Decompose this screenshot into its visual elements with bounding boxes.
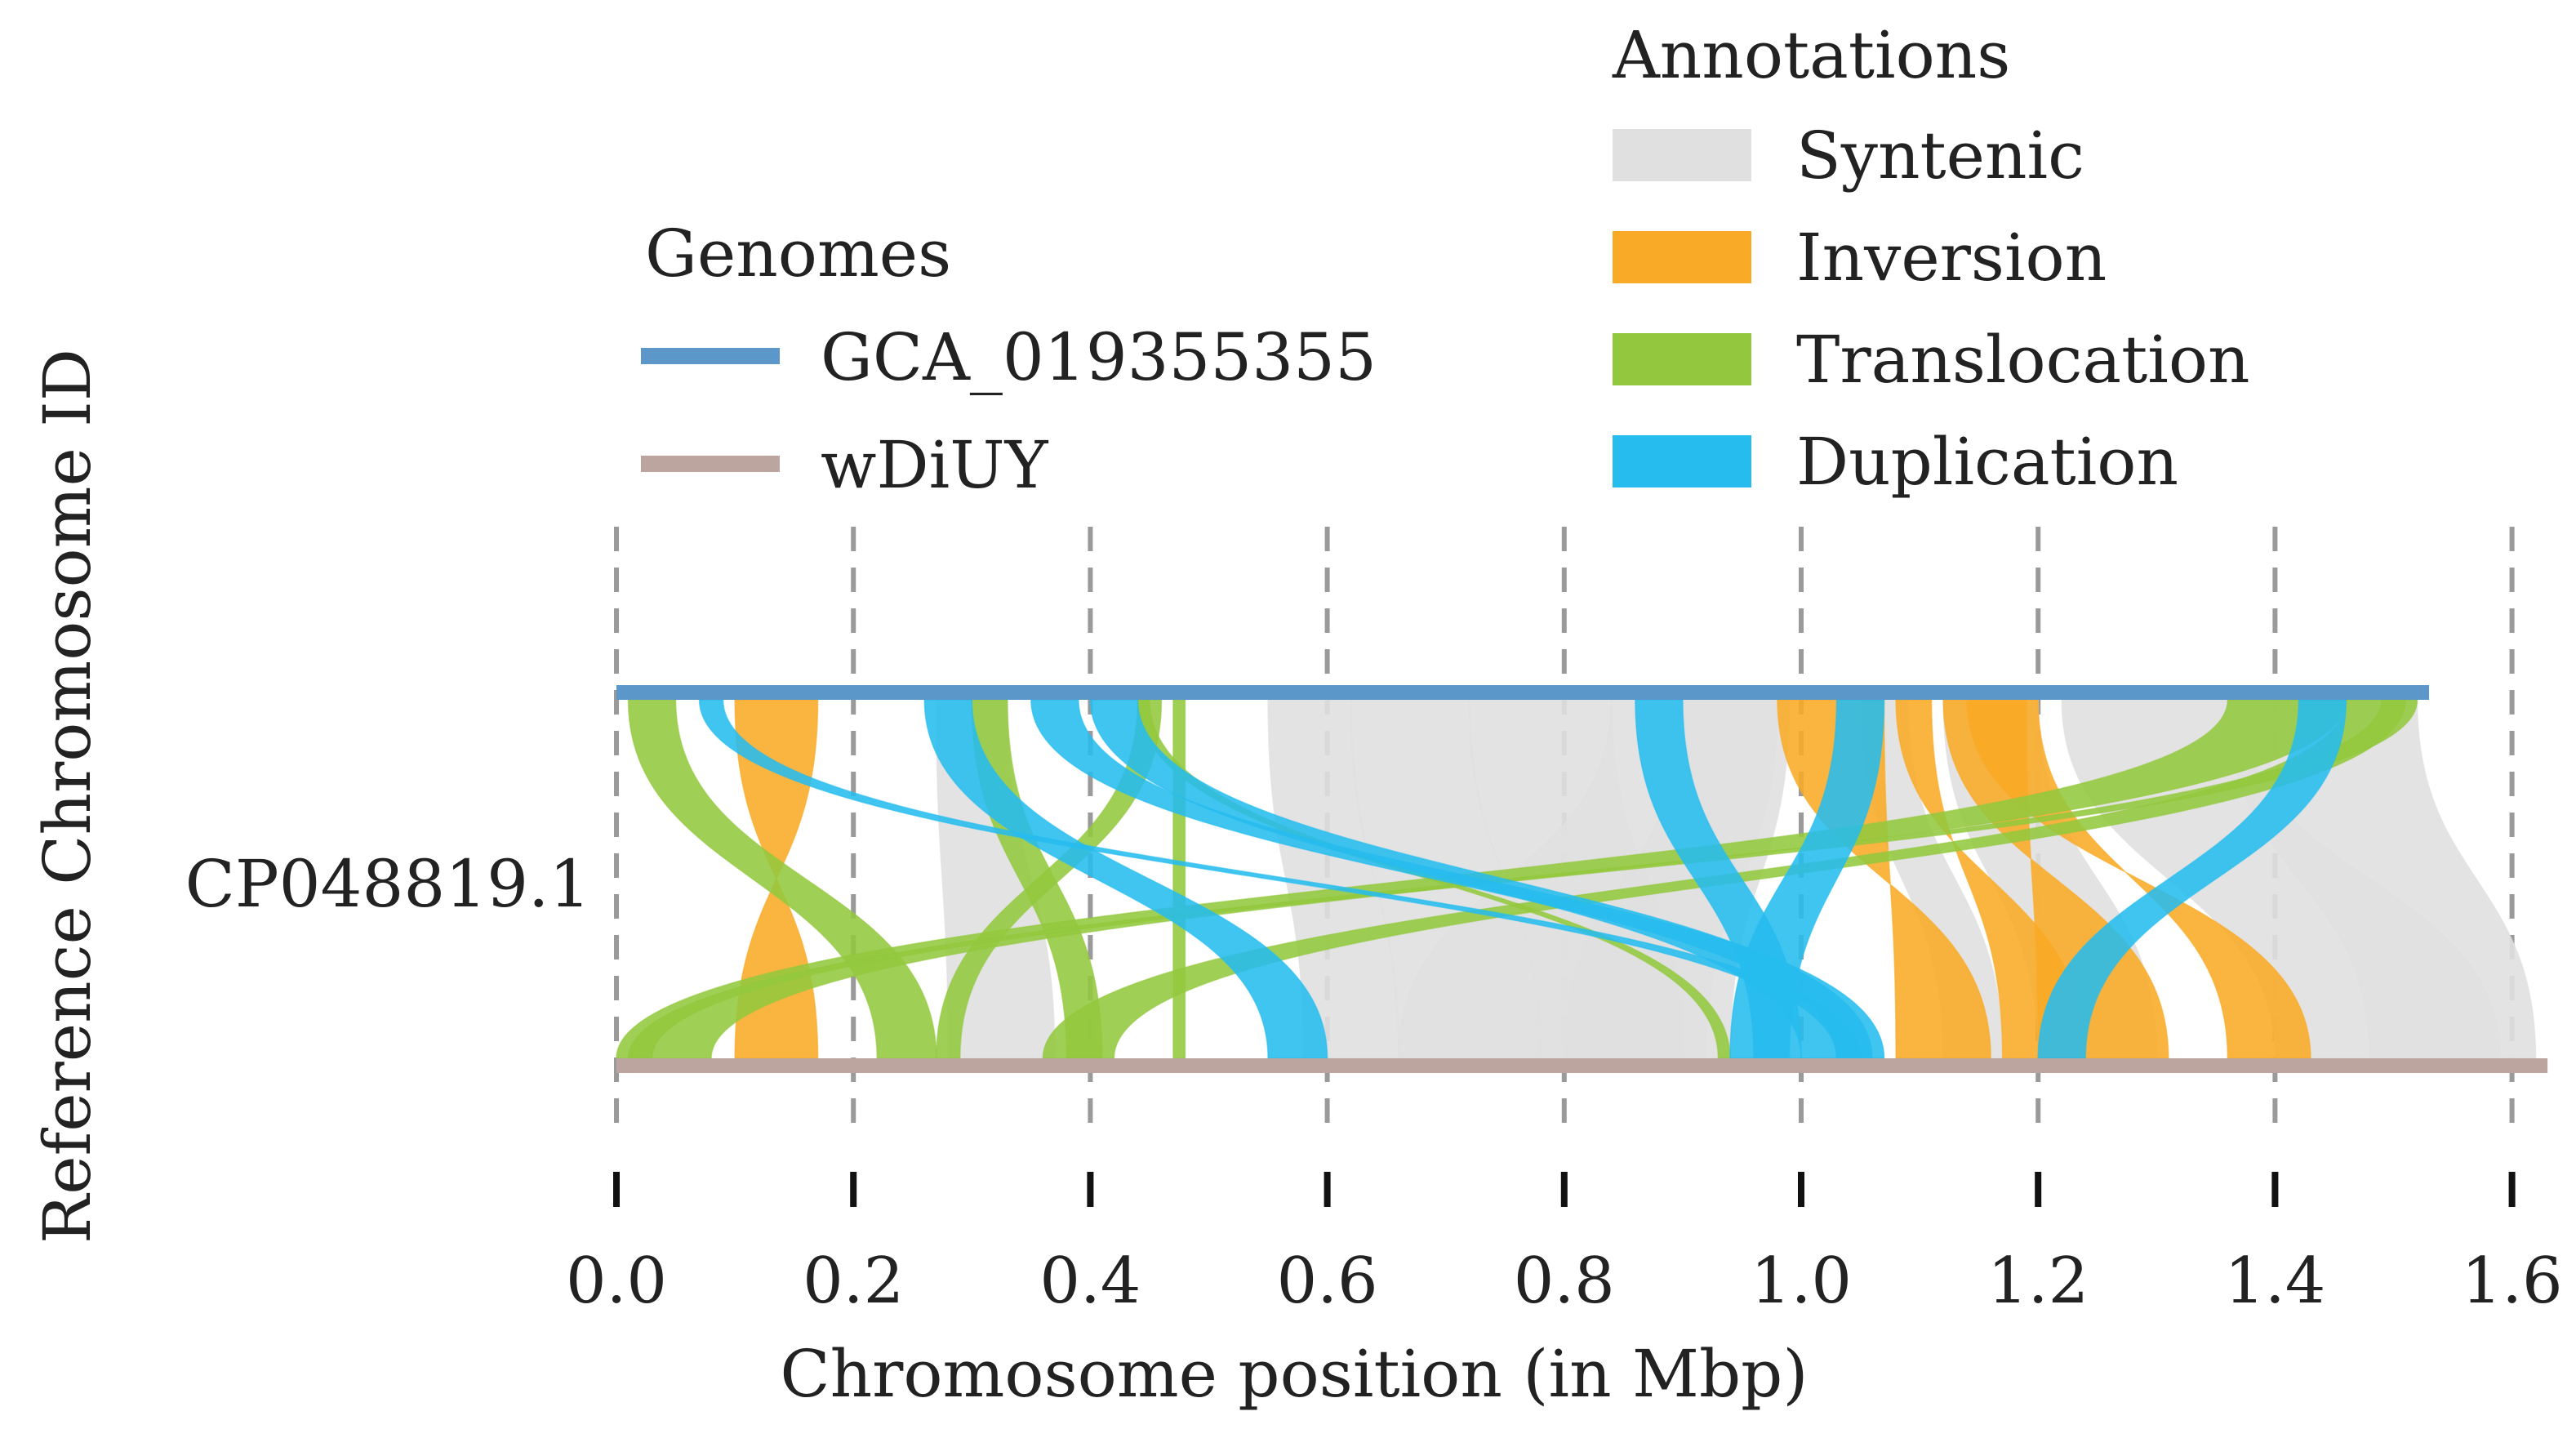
translocation-link (1172, 699, 1186, 1059)
annotations-legend-title: Annotations (1612, 17, 2010, 93)
genomes-legend-title: Genomes (645, 216, 951, 292)
y-axis-label: Reference Chromosome ID (29, 349, 105, 1244)
x-axis-label: Chromosome position (in Mbp) (780, 1336, 1808, 1412)
genome-bar-gca-019355355 (616, 685, 2430, 700)
genomes-legend: Genomes GCA_019355355 wDiUY (641, 216, 1377, 503)
legend-swatch-wdiuy (641, 456, 780, 472)
x-tick-label: 0.6 (1277, 1244, 1378, 1318)
legend-swatch-gca-019355355 (641, 348, 780, 364)
x-tick-label: 0.0 (566, 1244, 667, 1318)
x-tick-label: 1.2 (1987, 1244, 2089, 1318)
legend-swatch-translocation (1613, 333, 1751, 385)
x-tick-label: 0.2 (803, 1244, 904, 1318)
legend-swatch-syntenic (1613, 129, 1751, 181)
x-tick-label: 1.6 (2462, 1244, 2563, 1318)
legend-label-translocation: Translocation (1796, 322, 2250, 398)
annotations-legend: Annotations Syntenic Inversion Transloca… (1612, 17, 2250, 500)
x-tick-label: 1.0 (1751, 1244, 1852, 1318)
x-axis-ticks: 0.0 0.2 0.4 0.6 0.8 1.0 1.2 1.4 1.6 (566, 1172, 2563, 1318)
legend-label-duplication: Duplication (1796, 424, 2178, 500)
legend-label-gca-019355355: GCA_019355355 (821, 319, 1377, 395)
chromosome-id-label: CP048819.1 (185, 846, 591, 922)
x-tick-label: 0.4 (1039, 1244, 1141, 1318)
legend-swatch-duplication (1613, 435, 1751, 488)
genome-bars (616, 685, 2548, 1073)
legend-label-wdiuy: wDiUY (821, 427, 1049, 503)
x-tick-label: 1.4 (2224, 1244, 2325, 1318)
synteny-links (616, 699, 2537, 1059)
genome-bar-wdiuy (616, 1058, 2548, 1073)
legend-label-syntenic: Syntenic (1796, 118, 2084, 194)
legend-label-inversion: Inversion (1796, 220, 2107, 296)
x-tick-label: 0.8 (1514, 1244, 1615, 1318)
legend-swatch-inversion (1613, 231, 1751, 283)
